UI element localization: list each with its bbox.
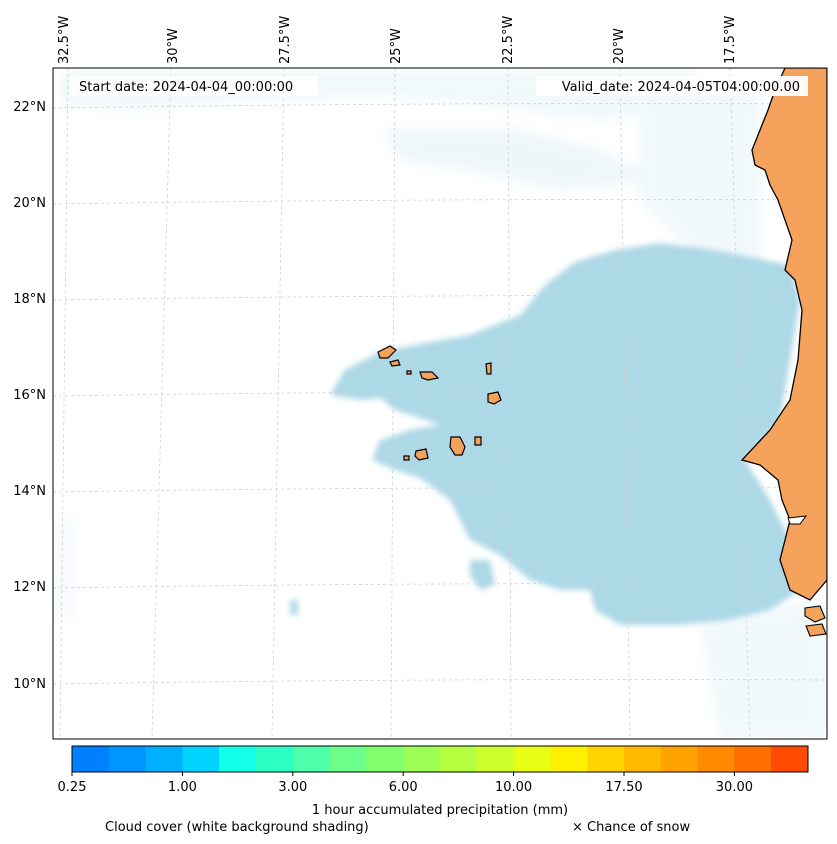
colorbar-segment — [697, 746, 735, 772]
colorbar-ticks: 0.25 1.00 3.00 6.00 10.00 17.50 30.00 — [58, 772, 753, 795]
start-date-label: Start date: 2024-04-04_00:00:00 — [79, 80, 293, 95]
longitude-labels: 32.5°W 30°W 27.5°W 25°W 22.5°W 20°W 17.5… — [57, 16, 738, 64]
lon-label: 17.5°W — [723, 16, 738, 64]
colorbar-tick-label: 30.00 — [716, 780, 753, 795]
lon-label: 30°W — [166, 28, 181, 64]
latitude-labels: 22°N 20°N 18°N 16°N 14°N 12°N 10°N — [13, 100, 46, 692]
cloud-cover-legend: Cloud cover (white background shading) — [105, 820, 369, 835]
lat-label: 16°N — [13, 388, 46, 403]
precipitation-colorbar — [72, 746, 809, 772]
graticule — [53, 68, 827, 739]
island-santiago — [449, 436, 466, 456]
valid-date-label: Valid_date: 2024-04-05T04:00:00.00 — [562, 80, 800, 95]
lon-label: 32.5°W — [57, 16, 72, 64]
colorbar-tick-label: 3.00 — [278, 780, 307, 795]
lat-label: 14°N — [13, 484, 46, 499]
lon-label: 25°W — [389, 28, 404, 64]
gambia-river — [787, 515, 808, 525]
colorbar-segment — [219, 746, 257, 772]
colorbar-tick-label: 1.00 — [168, 780, 197, 795]
colorbar-segment — [366, 746, 404, 772]
colorbar-segment — [182, 746, 220, 772]
colorbar-segment — [771, 746, 809, 772]
cloud-mass — [290, 243, 800, 625]
colorbar-segment — [624, 746, 662, 772]
colorbar-segment — [329, 746, 367, 772]
colorbar-tick-label: 0.25 — [58, 780, 87, 795]
colorbar-tick-label: 10.00 — [495, 780, 532, 795]
colorbar-segment — [513, 746, 551, 772]
island-sao-vicente — [389, 359, 401, 367]
lat-label: 20°N — [13, 196, 46, 211]
africa-landmass — [740, 68, 827, 601]
cape-verde-islands — [377, 345, 502, 461]
colorbar-segment — [734, 746, 772, 772]
island-fogo — [414, 448, 429, 461]
lat-label: 10°N — [13, 677, 46, 692]
island-santo-antao — [377, 345, 397, 359]
island-santa-luzia — [406, 370, 412, 375]
lon-label: 22.5°W — [501, 16, 516, 64]
island-sal — [485, 362, 492, 375]
map-frame — [52, 67, 828, 740]
colorbar-segment — [660, 746, 699, 772]
island-boa-vista — [487, 391, 502, 405]
island-brava — [403, 455, 410, 461]
colorbar-segment — [403, 746, 441, 772]
bijagos-island — [805, 623, 827, 637]
island-sao-nicolau — [419, 371, 440, 381]
lat-label: 18°N — [13, 292, 46, 307]
colorbar-segment — [587, 746, 625, 772]
lon-label: 27.5°W — [278, 16, 293, 64]
lat-label: 22°N — [13, 100, 46, 115]
colorbar-segment — [108, 746, 147, 772]
colorbar-tick-label: 6.00 — [389, 780, 418, 795]
colorbar-segment — [550, 746, 588, 772]
colorbar-frame — [71, 745, 809, 773]
lat-label: 12°N — [13, 580, 46, 595]
colorbar-segment — [476, 746, 515, 772]
colorbar-segment — [292, 746, 331, 772]
start-date-box — [70, 76, 318, 96]
valid-date-box — [536, 76, 808, 96]
colorbar-segment — [256, 746, 294, 772]
snow-legend: × Chance of snow — [572, 820, 690, 835]
colorbar-title: 1 hour accumulated precipitation (mm) — [312, 803, 568, 818]
lon-label: 20°W — [612, 28, 627, 64]
island-maio — [474, 436, 482, 446]
colorbar-segment — [145, 746, 183, 772]
colorbar-segment — [440, 746, 478, 772]
colorbar-segment — [72, 746, 110, 772]
bijagos-island — [804, 605, 826, 623]
colorbar-tick-label: 17.50 — [605, 780, 642, 795]
